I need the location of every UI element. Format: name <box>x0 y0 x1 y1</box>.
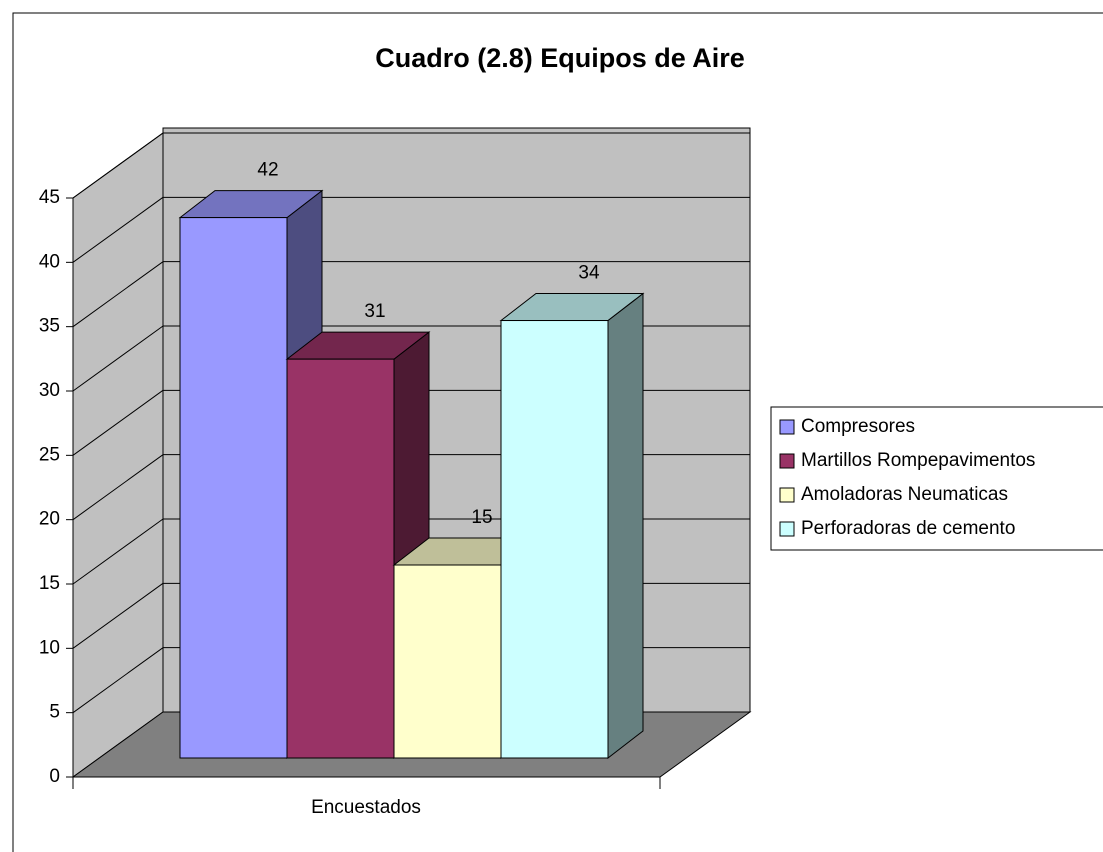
legend-swatch <box>779 487 795 503</box>
legend-label: Compresores <box>801 416 915 437</box>
grid-line <box>72 196 164 263</box>
bar-side <box>607 292 644 760</box>
legend-swatch <box>779 419 795 435</box>
y-tick-label: 45 <box>39 187 60 208</box>
legend-label: Amoladoras Neumaticas <box>801 484 1008 505</box>
data-label: 42 <box>257 160 278 181</box>
data-label: 34 <box>578 263 600 284</box>
bar <box>500 320 609 759</box>
y-tick-label: 5 <box>49 702 60 723</box>
legend <box>770 406 1103 551</box>
y-tick-label: 0 <box>49 766 60 787</box>
grid-line <box>72 518 164 585</box>
legend-label: Perforadoras de cemento <box>801 518 1015 539</box>
bar <box>179 217 288 759</box>
legend-label: Martillos Rompepavimentos <box>801 450 1035 471</box>
grid-line <box>72 582 164 649</box>
y-tick-label: 40 <box>39 251 60 272</box>
grid-line <box>72 132 164 199</box>
y-tick-label: 15 <box>39 573 60 594</box>
grid-line <box>72 647 164 714</box>
chart-title: Cuadro (2.8) Equipos de Aire <box>375 43 745 73</box>
bar <box>393 564 502 759</box>
x-tick-label: Encuestados <box>311 797 421 818</box>
data-label: 31 <box>364 301 385 322</box>
grid-line <box>72 389 164 456</box>
legend-swatch <box>779 453 795 469</box>
y-tick-label: 30 <box>39 380 60 401</box>
grid-line <box>72 325 164 392</box>
bar <box>286 358 395 759</box>
grid-line <box>72 261 164 328</box>
legend-swatch <box>779 521 795 537</box>
y-tick-label: 35 <box>39 316 60 337</box>
data-label: 15 <box>471 507 492 528</box>
y-tick-label: 25 <box>39 444 60 465</box>
y-tick-label: 10 <box>39 637 60 658</box>
grid-line <box>72 454 164 521</box>
y-tick-label: 20 <box>39 509 60 530</box>
